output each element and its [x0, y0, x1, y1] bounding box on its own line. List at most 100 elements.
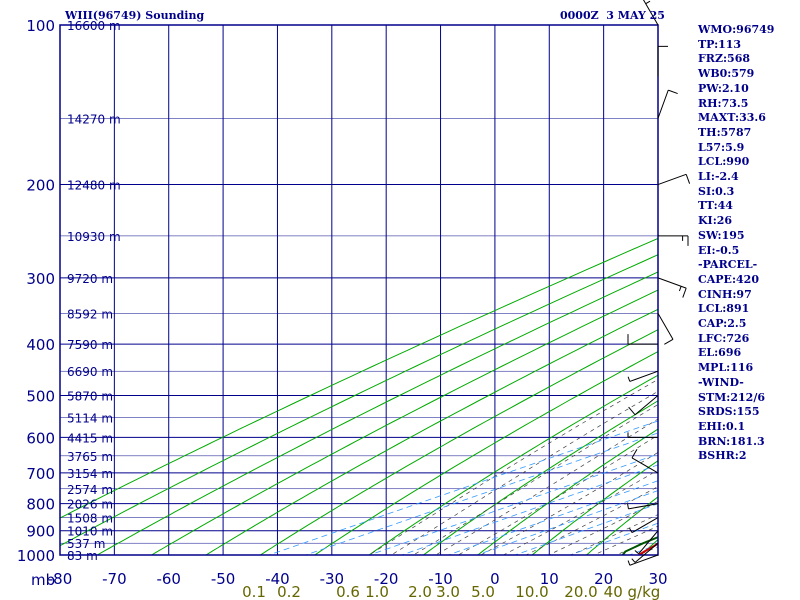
- index-item: TT:44: [698, 199, 733, 213]
- dry-adiabat: [313, 350, 658, 555]
- wind-barb-staff: [634, 542, 659, 563]
- dry-adiabat: [259, 329, 658, 555]
- pressure-tick-label: 900: [26, 523, 55, 541]
- index-item: RH:73.5: [698, 96, 749, 110]
- index-item: LFC:726: [698, 331, 750, 345]
- wind-barb: [657, 277, 687, 298]
- wind-barb-half-flag: [645, 0, 651, 5]
- wind-barb-staff: [629, 554, 659, 566]
- mixing-ratio-label: 0.2: [277, 583, 301, 600]
- wind-barbs: [627, 0, 691, 566]
- mixing-ratio-label: 20.0: [564, 583, 597, 600]
- index-item: SI:0.3: [698, 184, 735, 198]
- moist-adiabat: [435, 418, 658, 555]
- wind-barb: [658, 235, 689, 246]
- dry-adiabat: [60, 237, 658, 519]
- height-label: 5114 m: [67, 411, 113, 425]
- wind-barb-flag: [631, 448, 638, 459]
- wind-barb-flag: [664, 338, 674, 345]
- dry-adiabat: [60, 254, 658, 547]
- height-label: 12480 m: [67, 179, 121, 193]
- pressure-tick-label: 500: [26, 387, 55, 405]
- wind-barb-half-flag: [627, 560, 631, 566]
- wind-barb-staff: [657, 89, 669, 119]
- height-label: 2574 m: [67, 483, 113, 497]
- wind-barb-staff: [638, 530, 659, 555]
- mixing-ratio-label: 3.0: [436, 583, 460, 600]
- wind-barb-half-flag: [678, 286, 682, 292]
- wind-barb-half-flag: [627, 376, 631, 382]
- index-item: LI:-2.4: [698, 170, 739, 184]
- wind-barb-half-flag: [634, 550, 640, 555]
- wind-barb: [629, 517, 659, 534]
- dry-adiabat: [150, 289, 658, 555]
- wind-barb-staff: [631, 457, 659, 474]
- wind-barb-staff: [629, 370, 659, 382]
- index-item: EI:-0.5: [698, 243, 740, 257]
- height-label: 1010 m: [67, 525, 113, 539]
- dry-adiabat: [476, 428, 658, 555]
- pressure-tick-label: 100: [26, 17, 55, 35]
- wind-barb: [628, 395, 659, 416]
- index-item: STM:212/6: [698, 390, 765, 404]
- height-label: 3154 m: [67, 467, 113, 481]
- wind-barb-half-flag: [627, 503, 629, 509]
- wind-barb: [657, 173, 691, 186]
- index-item: BSHR:2: [698, 449, 747, 463]
- wind-barb: [631, 542, 659, 563]
- index-item: EHI:0.1: [698, 419, 746, 433]
- wind-barb-staff: [657, 277, 687, 289]
- wind-barb-flag: [682, 287, 687, 298]
- moist-adiabat: [368, 379, 658, 555]
- temperature-tick-label: 10: [540, 570, 559, 588]
- dry-adiabat: [205, 308, 658, 555]
- wind-barb-staff: [631, 517, 659, 534]
- y-axis-label: mb: [31, 571, 55, 589]
- height-label: 4415 m: [67, 431, 113, 445]
- wind-barb-staff: [657, 173, 687, 186]
- index-item: SW:195: [698, 228, 745, 242]
- temperature-tick-label: -70: [102, 570, 127, 588]
- wind-barb-staff: [628, 503, 659, 510]
- height-label: 2026 m: [67, 498, 113, 512]
- wind-barb-half-flag: [631, 558, 636, 563]
- index-item: TH:5787: [698, 125, 752, 139]
- dry-adiabat: [585, 496, 658, 555]
- pressure-tick-label: 1000: [17, 547, 55, 565]
- index-item: WMO:96749: [698, 23, 775, 36]
- height-label: 10930 m: [67, 230, 121, 244]
- mixing-ratio-label: 40 g/kg: [604, 583, 661, 600]
- index-item: -WIND-: [698, 375, 744, 389]
- index-item: -PARCEL-: [698, 258, 758, 272]
- height-label: 9720 m: [67, 272, 113, 286]
- wind-barb: [627, 334, 658, 345]
- height-label: 537 m: [67, 537, 105, 551]
- mixing-ratio-label: 1.0: [365, 583, 389, 600]
- index-item: CAP:2.5: [698, 317, 747, 331]
- height-label: 3765 m: [67, 450, 113, 464]
- wind-barb: [657, 313, 674, 345]
- wind-barb-flag: [628, 406, 636, 416]
- wind-barb: [627, 554, 659, 566]
- index-item: LCL:891: [698, 302, 750, 316]
- moist-adiabat: [502, 469, 658, 555]
- temperature-tick-label: -10: [428, 570, 453, 588]
- mixing-ratio-label: 0.1: [242, 583, 266, 600]
- wind-barb: [657, 45, 668, 77]
- moist-adiabat: [412, 404, 658, 555]
- dry-adiabat: [368, 374, 658, 555]
- wind-barb: [627, 370, 659, 382]
- mixing-ratio-line: [304, 432, 658, 555]
- index-item: L57:5.9: [698, 140, 745, 154]
- height-label: 7590 m: [67, 338, 113, 352]
- wind-barb-half-flag: [629, 528, 633, 533]
- index-item: TP:113: [698, 37, 742, 51]
- temperature-tick-label: -60: [156, 570, 181, 588]
- height-label: 1508 m: [67, 512, 113, 526]
- index-item: MAXT:33.6: [698, 111, 766, 125]
- plot-frame: [59, 24, 659, 556]
- mixing-ratio-label: 5.0: [471, 583, 495, 600]
- height-label: 16600 m: [67, 19, 121, 33]
